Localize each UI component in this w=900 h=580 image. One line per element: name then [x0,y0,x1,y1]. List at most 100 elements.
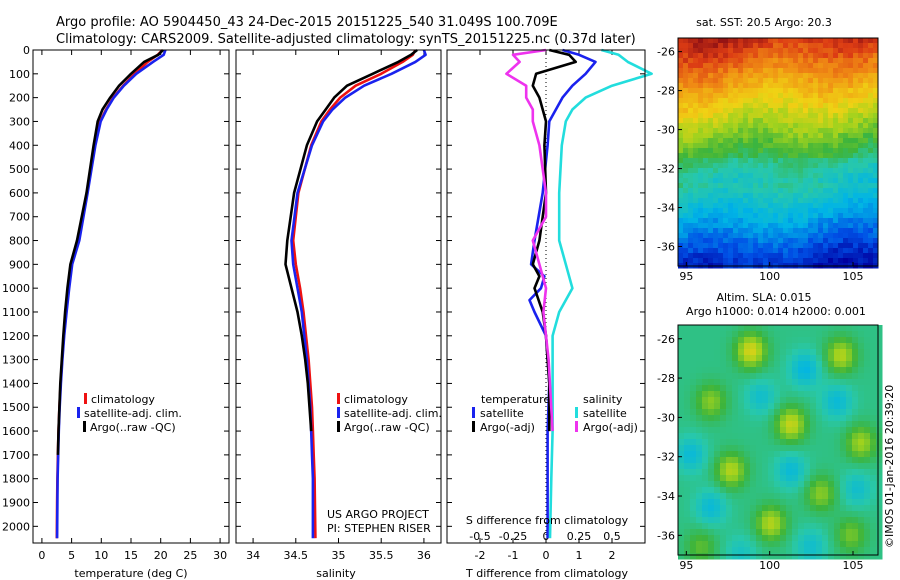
sla-cell [720,433,727,440]
sla-cell [714,505,721,512]
sla-cell [864,547,871,554]
sla-cell [864,433,871,440]
sla-cell [738,427,745,434]
sst-cell [833,208,839,214]
sst-cell [758,173,764,179]
sst-cell [848,208,854,214]
sst-cell [858,68,864,74]
sst-cell [868,123,874,129]
sst-cell [693,233,699,239]
sst-cell [788,143,794,149]
sst-cell [798,248,804,254]
sst-cell [868,248,874,254]
sla-cell [720,511,727,518]
sla-cell [816,517,823,524]
sst-cell [783,68,789,74]
sst-cell [778,88,784,94]
sla-cell [768,373,775,380]
sst-cell [778,103,784,109]
sst-cell [748,133,754,139]
sla-cell [792,535,799,542]
sla-cell [828,403,835,410]
sla-cell [840,385,847,392]
sla-cell [780,355,787,362]
sla-cell [774,427,781,434]
sst-cell [863,238,869,244]
sla-cell [696,529,703,536]
sst-cell [863,173,869,179]
sst-cell [693,123,699,129]
sst-cell [743,138,749,144]
sla-cell [792,427,799,434]
sla-cell [678,367,685,374]
sst-cell [738,178,744,184]
sst-cell [868,83,874,89]
sla-cell [780,391,787,398]
sst-cell [718,193,724,199]
sla-cell [738,529,745,536]
sla-cell [690,451,697,458]
sla-cell [876,331,883,338]
sst-cell [738,243,744,249]
x-tick-label: 0 [543,549,550,562]
sla-cell [744,433,751,440]
legend-title-temperature: temperature [481,393,550,406]
sst-cell [818,128,824,134]
sst-cell [843,173,849,179]
sst-cell [868,48,874,54]
sst-cell [743,88,749,94]
sst-cell [708,228,714,234]
sst-cell [813,38,819,44]
sst-cell [743,38,749,44]
sst-cell [873,43,879,49]
sst-cell [688,133,694,139]
sst-cell [828,168,834,174]
sla-cell [876,379,883,386]
sst-cell [828,58,834,64]
sst-cell [853,48,859,54]
sst-cell [773,63,779,69]
sst-cell [743,103,749,109]
sst-cell [703,73,709,79]
sst-cell [778,63,784,69]
sla-cell [750,355,757,362]
sla-cell [720,505,727,512]
sst-cell [763,153,769,159]
sla-cell [702,391,709,398]
sla-cell [804,325,811,332]
sst-cell [683,198,689,204]
sst-cell [823,203,829,209]
sla-cell [810,415,817,422]
sla-cell [744,439,751,446]
sla-cell [786,379,793,386]
sla-cell [864,469,871,476]
sst-cell [778,183,784,189]
sst-cell [693,128,699,134]
sla-cell [792,487,799,494]
sla-cell [810,517,817,524]
sst-cell [708,188,714,194]
sst-cell [858,248,864,254]
sst-cell [828,183,834,189]
sst-cell [798,218,804,224]
sla-cell [798,331,805,338]
sst-cell [838,103,844,109]
sla-cell [852,391,859,398]
sla-cell [738,535,745,542]
sst-cell [688,163,694,169]
sla-cell [738,379,745,386]
sst-cell [718,173,724,179]
sla-cell [852,445,859,452]
sst-cell [788,83,794,89]
sst-cell [768,103,774,109]
sla-cell [810,409,817,416]
sst-cell [848,98,854,104]
sla-cell [786,403,793,410]
sst-cell [773,68,779,74]
sla-cell [780,451,787,458]
sst-cell [768,153,774,159]
sla-cell [714,391,721,398]
sla-cell [798,427,805,434]
sst-cell [773,108,779,114]
sla-cell [798,541,805,548]
